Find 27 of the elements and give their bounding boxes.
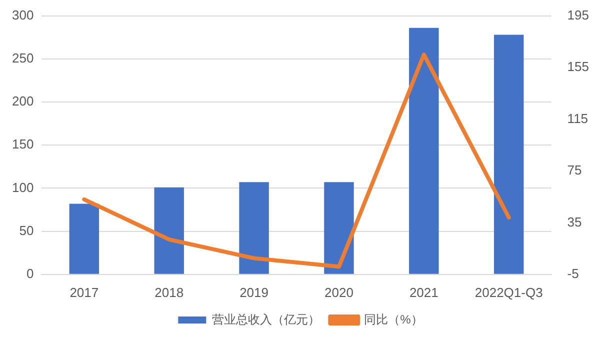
x-tick-label: 2021: [409, 284, 438, 300]
bar: [154, 187, 184, 274]
bar: [69, 204, 100, 274]
legend-label: 营业总收入（亿元）: [212, 312, 320, 326]
bar: [324, 182, 354, 274]
y-tick-label: 200: [12, 94, 34, 109]
y-tick-label: 50: [19, 222, 34, 238]
y-tick-label: 100: [12, 180, 34, 195]
y-tick-label: 300: [12, 7, 34, 22]
x-tick-label: 2022Q1-Q3: [474, 284, 543, 300]
y-tick-label: 150: [12, 136, 34, 152]
y2-tick-label: 35: [567, 214, 582, 230]
y2-tick-label: 195: [567, 7, 590, 22]
bar: [409, 28, 439, 274]
y2-tick-label: 155: [567, 59, 590, 74]
x-tick-label: 2017: [70, 284, 99, 300]
legend-label: 同比（%）: [364, 312, 423, 326]
y-tick-label: 250: [12, 50, 34, 66]
y2-tick-label: 75: [567, 162, 582, 178]
x-tick-label: 2019: [240, 284, 268, 300]
bar: [494, 34, 524, 274]
y-tick-label: 0: [26, 266, 34, 281]
y2-tick-label: -5: [567, 266, 579, 281]
x-tick-label: 2018: [154, 284, 184, 300]
bar: [239, 182, 269, 274]
x-tick-label: 2020: [324, 284, 354, 300]
y2-tick-label: 115: [567, 110, 588, 126]
